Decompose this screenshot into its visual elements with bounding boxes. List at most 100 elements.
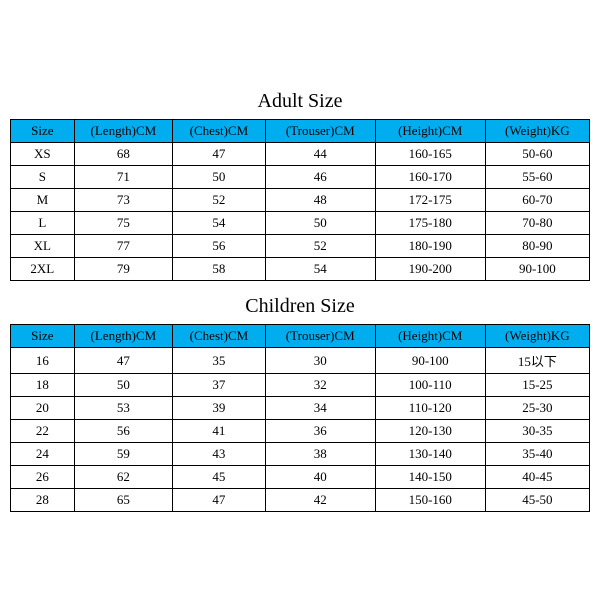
- cell: 30: [265, 348, 375, 374]
- cell: S: [11, 166, 75, 189]
- adult-col-size: Size: [11, 120, 75, 143]
- children-col-trouser: (Trouser)CM: [265, 325, 375, 348]
- adult-col-chest: (Chest)CM: [173, 120, 266, 143]
- cell: 180-190: [375, 235, 485, 258]
- cell: 160-165: [375, 143, 485, 166]
- cell: 30-35: [485, 420, 589, 443]
- cell: 54: [173, 212, 266, 235]
- cell: 35-40: [485, 443, 589, 466]
- adult-col-weight: (Weight)KG: [485, 120, 589, 143]
- adult-col-height: (Height)CM: [375, 120, 485, 143]
- cell: 140-150: [375, 466, 485, 489]
- cell: 42: [265, 489, 375, 512]
- cell: 62: [74, 466, 172, 489]
- cell: 48: [265, 189, 375, 212]
- cell: 43: [173, 443, 266, 466]
- size-chart-page: Adult Size Size (Length)CM (Chest)CM (Tr…: [0, 0, 600, 600]
- cell: 47: [173, 143, 266, 166]
- cell: M: [11, 189, 75, 212]
- cell: 26: [11, 466, 75, 489]
- cell: XS: [11, 143, 75, 166]
- adult-table-body: XS 68 47 44 160-165 50-60 S 71 50 46 160…: [11, 143, 590, 281]
- cell: 41: [173, 420, 266, 443]
- adult-table-head: Size (Length)CM (Chest)CM (Trouser)CM (H…: [11, 120, 590, 143]
- table-row: L 75 54 50 175-180 70-80: [11, 212, 590, 235]
- cell: 54: [265, 258, 375, 281]
- cell: 68: [74, 143, 172, 166]
- cell: 38: [265, 443, 375, 466]
- cell: 35: [173, 348, 266, 374]
- cell: 36: [265, 420, 375, 443]
- cell: 15以下: [485, 348, 589, 374]
- cell: 50: [173, 166, 266, 189]
- cell: 50: [265, 212, 375, 235]
- cell: 24: [11, 443, 75, 466]
- cell: 90-100: [485, 258, 589, 281]
- cell: 16: [11, 348, 75, 374]
- cell: XL: [11, 235, 75, 258]
- children-col-length: (Length)CM: [74, 325, 172, 348]
- children-col-chest: (Chest)CM: [173, 325, 266, 348]
- adult-table-title: Adult Size: [10, 90, 590, 113]
- cell: 55-60: [485, 166, 589, 189]
- table-row: 20 53 39 34 110-120 25-30: [11, 397, 590, 420]
- table-row: 16 47 35 30 90-100 15以下: [11, 348, 590, 374]
- cell: 44: [265, 143, 375, 166]
- cell: 172-175: [375, 189, 485, 212]
- cell: 56: [173, 235, 266, 258]
- cell: L: [11, 212, 75, 235]
- cell: 28: [11, 489, 75, 512]
- cell: 47: [173, 489, 266, 512]
- cell: 34: [265, 397, 375, 420]
- table-row: XL 77 56 52 180-190 80-90: [11, 235, 590, 258]
- cell: 15-25: [485, 374, 589, 397]
- cell: 22: [11, 420, 75, 443]
- cell: 20: [11, 397, 75, 420]
- cell: 32: [265, 374, 375, 397]
- table-row: 28 65 47 42 150-160 45-50: [11, 489, 590, 512]
- cell: 71: [74, 166, 172, 189]
- cell: 190-200: [375, 258, 485, 281]
- children-table-head: Size (Length)CM (Chest)CM (Trouser)CM (H…: [11, 325, 590, 348]
- cell: 45-50: [485, 489, 589, 512]
- cell: 40: [265, 466, 375, 489]
- children-col-size: Size: [11, 325, 75, 348]
- table-row: S 71 50 46 160-170 55-60: [11, 166, 590, 189]
- cell: 40-45: [485, 466, 589, 489]
- table-row: M 73 52 48 172-175 60-70: [11, 189, 590, 212]
- cell: 60-70: [485, 189, 589, 212]
- children-size-table: Size (Length)CM (Chest)CM (Trouser)CM (H…: [10, 324, 590, 512]
- children-table-body: 16 47 35 30 90-100 15以下 18 50 37 32 100-…: [11, 348, 590, 512]
- cell: 52: [265, 235, 375, 258]
- cell: 160-170: [375, 166, 485, 189]
- adult-col-trouser: (Trouser)CM: [265, 120, 375, 143]
- cell: 77: [74, 235, 172, 258]
- children-col-weight: (Weight)KG: [485, 325, 589, 348]
- cell: 73: [74, 189, 172, 212]
- cell: 75: [74, 212, 172, 235]
- cell: 45: [173, 466, 266, 489]
- cell: 52: [173, 189, 266, 212]
- cell: 58: [173, 258, 266, 281]
- cell: 53: [74, 397, 172, 420]
- table-row: 2XL 79 58 54 190-200 90-100: [11, 258, 590, 281]
- table-row: 24 59 43 38 130-140 35-40: [11, 443, 590, 466]
- cell: 46: [265, 166, 375, 189]
- adult-size-table: Size (Length)CM (Chest)CM (Trouser)CM (H…: [10, 119, 590, 281]
- cell: 37: [173, 374, 266, 397]
- cell: 25-30: [485, 397, 589, 420]
- cell: 110-120: [375, 397, 485, 420]
- cell: 39: [173, 397, 266, 420]
- cell: 80-90: [485, 235, 589, 258]
- cell: 130-140: [375, 443, 485, 466]
- cell: 79: [74, 258, 172, 281]
- cell: 56: [74, 420, 172, 443]
- table-row: XS 68 47 44 160-165 50-60: [11, 143, 590, 166]
- cell: 59: [74, 443, 172, 466]
- cell: 90-100: [375, 348, 485, 374]
- children-col-height: (Height)CM: [375, 325, 485, 348]
- table-row: 26 62 45 40 140-150 40-45: [11, 466, 590, 489]
- cell: 18: [11, 374, 75, 397]
- table-row: 18 50 37 32 100-110 15-25: [11, 374, 590, 397]
- cell: 100-110: [375, 374, 485, 397]
